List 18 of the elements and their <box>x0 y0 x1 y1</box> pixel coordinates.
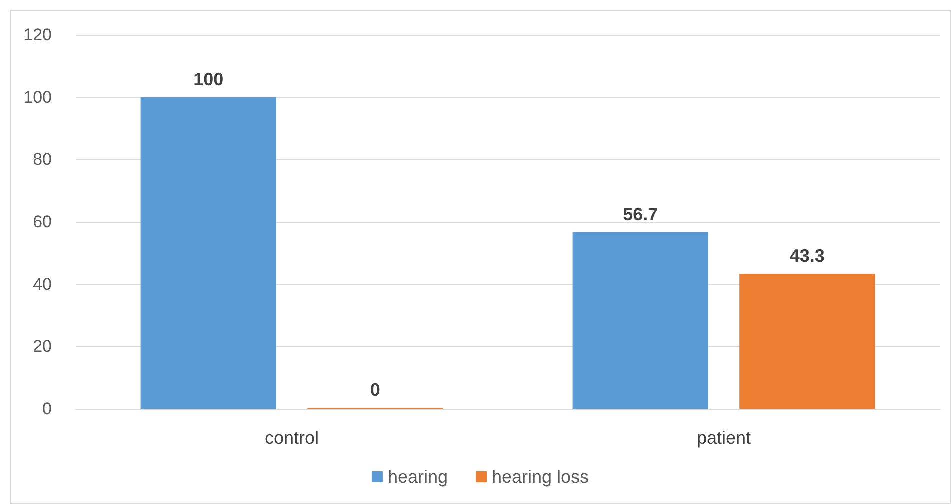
y-tick-label: 100 <box>24 88 52 107</box>
data-label: 0 <box>370 380 380 400</box>
y-tick-label: 0 <box>42 400 52 418</box>
bar <box>140 97 276 409</box>
x-tick-label: patient <box>696 428 752 448</box>
data-label: 100 <box>194 69 224 90</box>
bar <box>740 274 876 409</box>
y-tick-label: 20 <box>33 337 52 356</box>
bar <box>572 232 708 409</box>
legend-label: hearing <box>388 467 448 487</box>
data-label: 43.3 <box>790 246 825 266</box>
y-tick-label: 60 <box>33 212 52 232</box>
y-tick-label: 80 <box>33 150 52 170</box>
legend-label: hearing loss <box>492 467 590 487</box>
x-tick-label: control <box>264 428 320 448</box>
y-tick-label: 120 <box>24 26 52 44</box>
data-label: 56.7 <box>623 204 658 224</box>
y-tick-label: 40 <box>33 274 52 294</box>
